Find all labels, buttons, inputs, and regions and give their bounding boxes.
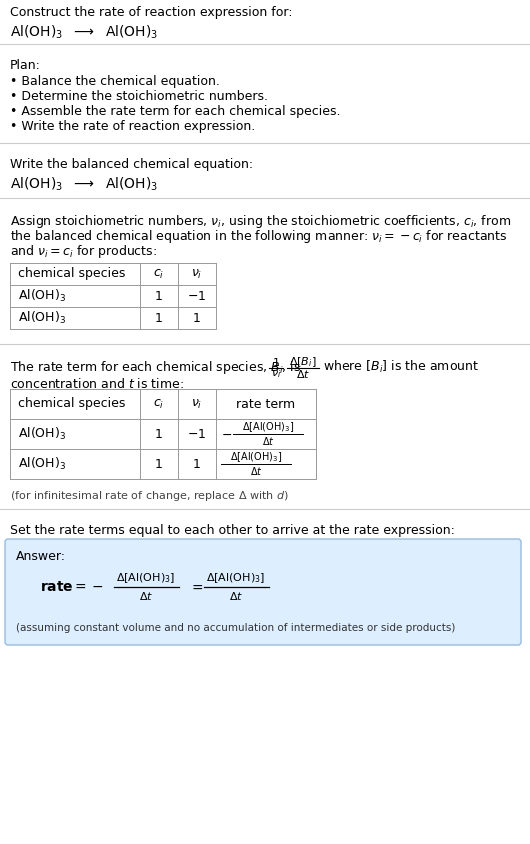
Text: The rate term for each chemical species, $B_i$, is: The rate term for each chemical species,… (10, 359, 301, 376)
Text: • Determine the stoichiometric numbers.: • Determine the stoichiometric numbers. (10, 90, 268, 103)
Text: $\mathrm{Al(OH)_3}$: $\mathrm{Al(OH)_3}$ (18, 426, 66, 442)
Text: • Assemble the rate term for each chemical species.: • Assemble the rate term for each chemic… (10, 105, 340, 118)
Text: $-$: $-$ (221, 428, 232, 441)
Text: (for infinitesimal rate of change, replace Δ with $d$): (for infinitesimal rate of change, repla… (10, 489, 289, 503)
Text: $\Delta[B_i]$: $\Delta[B_i]$ (289, 355, 317, 369)
Text: chemical species: chemical species (18, 398, 126, 410)
Text: $c_i$: $c_i$ (153, 398, 165, 410)
Text: $-1$: $-1$ (188, 289, 207, 302)
Text: • Balance the chemical equation.: • Balance the chemical equation. (10, 75, 220, 88)
Text: the balanced chemical equation in the following manner: $\nu_i = -c_i$ for react: the balanced chemical equation in the fo… (10, 228, 508, 245)
Text: Construct the rate of reaction expression for:: Construct the rate of reaction expressio… (10, 6, 293, 19)
Text: Plan:: Plan: (10, 59, 41, 72)
Text: $\Delta\mathrm{[Al(OH)_3]}$: $\Delta\mathrm{[Al(OH)_3]}$ (230, 450, 282, 464)
Text: $\Delta t$: $\Delta t$ (250, 465, 262, 477)
Text: Answer:: Answer: (16, 550, 66, 563)
Text: 1: 1 (155, 457, 163, 470)
Text: • Write the rate of reaction expression.: • Write the rate of reaction expression. (10, 120, 255, 133)
Text: $\Delta\mathrm{[Al(OH)_3]}$: $\Delta\mathrm{[Al(OH)_3]}$ (242, 420, 294, 434)
Text: Assign stoichiometric numbers, $\nu_i$, using the stoichiometric coefficients, $: Assign stoichiometric numbers, $\nu_i$, … (10, 213, 511, 230)
Text: $\mathrm{Al(OH)_3}$: $\mathrm{Al(OH)_3}$ (18, 456, 66, 472)
Text: 1: 1 (193, 457, 201, 470)
Text: Al(OH)$_3$: Al(OH)$_3$ (18, 310, 66, 326)
Text: $\Delta t$: $\Delta t$ (296, 368, 310, 380)
Text: 1: 1 (155, 289, 163, 302)
Text: 1: 1 (155, 311, 163, 324)
Text: $\nu_i$: $\nu_i$ (271, 368, 281, 380)
Text: $\mathrm{Al(OH)_3}$  $\longrightarrow$  $\mathrm{Al(OH)_3}$: $\mathrm{Al(OH)_3}$ $\longrightarrow$ $\… (10, 24, 158, 41)
Text: $\Delta t$: $\Delta t$ (262, 435, 275, 447)
Text: $\nu_i$: $\nu_i$ (191, 398, 202, 410)
Text: Set the rate terms equal to each other to arrive at the rate expression:: Set the rate terms equal to each other t… (10, 524, 455, 537)
Text: $\Delta\mathrm{[Al(OH)_3]}$: $\Delta\mathrm{[Al(OH)_3]}$ (117, 571, 175, 585)
Text: $\mathrm{Al(OH)_3}$  $\longrightarrow$  $\mathrm{Al(OH)_3}$: $\mathrm{Al(OH)_3}$ $\longrightarrow$ $\… (10, 176, 158, 193)
Text: 1: 1 (155, 428, 163, 441)
Text: $\Delta\mathrm{[Al(OH)_3]}$: $\Delta\mathrm{[Al(OH)_3]}$ (206, 571, 266, 585)
Text: (assuming constant volume and no accumulation of intermediates or side products): (assuming constant volume and no accumul… (16, 623, 455, 633)
Text: concentration and $t$ is time:: concentration and $t$ is time: (10, 377, 184, 391)
Text: $1$: $1$ (272, 356, 280, 368)
Text: $\Delta t$: $\Delta t$ (139, 590, 153, 602)
Text: rate term: rate term (236, 398, 296, 410)
Text: $=$: $=$ (189, 580, 204, 594)
Text: Write the balanced chemical equation:: Write the balanced chemical equation: (10, 158, 253, 171)
Text: Al(OH)$_3$: Al(OH)$_3$ (18, 288, 66, 304)
FancyBboxPatch shape (5, 539, 521, 645)
Text: $c_i$: $c_i$ (153, 268, 165, 280)
Text: $\mathbf{rate} = -$: $\mathbf{rate} = -$ (40, 580, 104, 594)
Text: where $[B_i]$ is the amount: where $[B_i]$ is the amount (323, 359, 479, 375)
Text: and $\nu_i = c_i$ for products:: and $\nu_i = c_i$ for products: (10, 243, 157, 260)
Text: chemical species: chemical species (18, 268, 126, 280)
Text: 1: 1 (193, 311, 201, 324)
Text: $\Delta t$: $\Delta t$ (229, 590, 243, 602)
Text: $-1$: $-1$ (188, 428, 207, 441)
Text: $\nu_i$: $\nu_i$ (191, 268, 202, 280)
